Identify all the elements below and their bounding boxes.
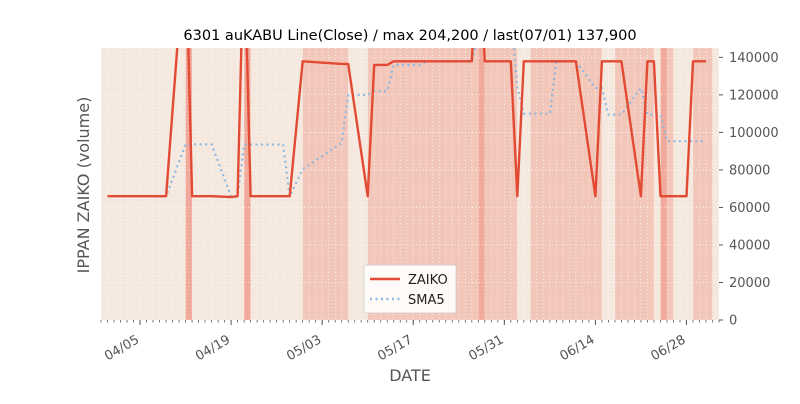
y-tick-label: 100000: [729, 126, 779, 141]
shaded-period-9: [667, 48, 674, 320]
y-tick-label: 120000: [729, 88, 779, 103]
x-tick-label: 05/31: [466, 332, 506, 364]
y-tick-label: 140000: [729, 51, 779, 66]
legend: ZAIKO SMA5: [364, 265, 456, 313]
legend-label-sma5: SMA5: [408, 293, 445, 308]
y-tick-label: 40000: [729, 238, 770, 253]
y-axis-label: IPPAN ZAIKO (volume): [74, 97, 93, 274]
legend-label-zaiko: ZAIKO: [408, 273, 448, 288]
y-tick-label: 20000: [729, 276, 770, 291]
shaded-period-8: [660, 48, 667, 320]
x-tick-label: 04/19: [193, 332, 233, 364]
chart-title: 6301 auKABU Line(Close) / max 204,200 / …: [183, 28, 636, 44]
shaded-period-4: [478, 48, 485, 320]
x-tick-label: 04/05: [102, 332, 142, 364]
x-tick-label: 06/14: [557, 332, 597, 364]
x-tick-label: 05/03: [284, 332, 324, 364]
y-tick-label: 80000: [729, 163, 770, 178]
shaded-period-10: [693, 48, 713, 320]
shaded-period-6: [530, 48, 602, 320]
x-tick-label: 06/28: [649, 332, 689, 364]
y-tick-label: 0: [729, 314, 737, 329]
x-axis-label: DATE: [389, 366, 431, 385]
x-tick-label: 05/17: [375, 332, 415, 364]
y-tick-label: 60000: [729, 201, 770, 216]
